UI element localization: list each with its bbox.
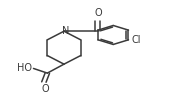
Text: O: O (42, 84, 49, 93)
Text: HO: HO (17, 63, 32, 73)
Text: O: O (94, 8, 102, 18)
Text: N: N (62, 26, 70, 36)
Text: Cl: Cl (131, 35, 141, 45)
